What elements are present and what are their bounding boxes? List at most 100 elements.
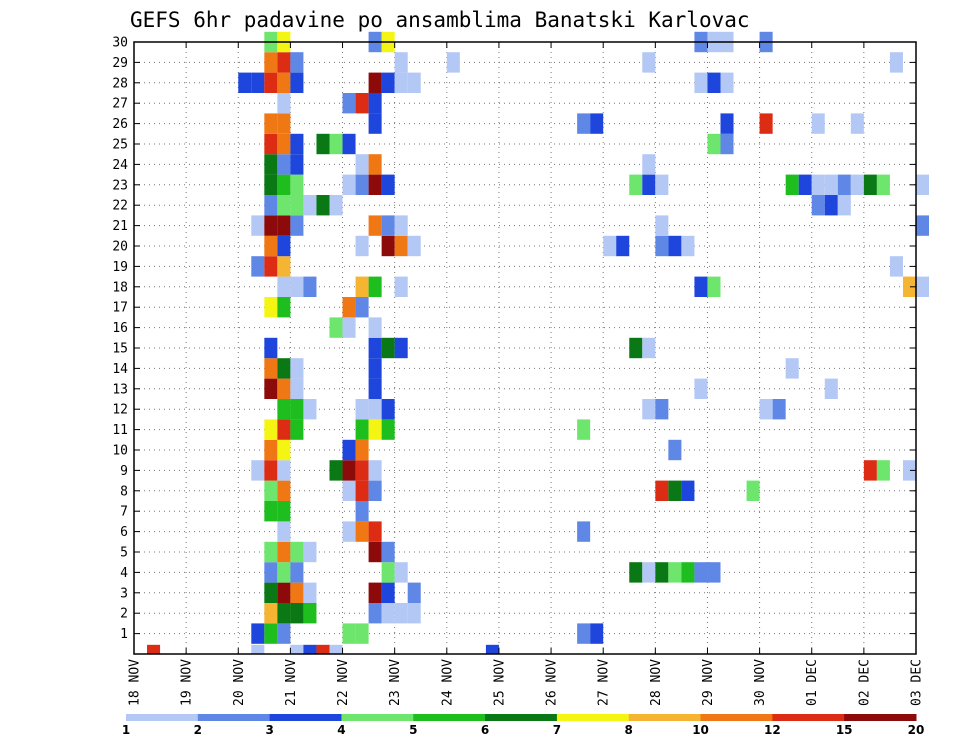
y-tick-label: 7 <box>120 505 128 520</box>
x-tick-label: 20 NOV <box>232 659 247 706</box>
precip-cell <box>394 603 408 624</box>
precip-cell <box>368 582 382 603</box>
precip-cell <box>355 480 369 501</box>
precip-cell <box>329 644 343 654</box>
precip-cell <box>368 337 382 359</box>
precip-cell <box>277 256 291 277</box>
precip-cell <box>303 541 317 563</box>
precip-cell <box>850 113 864 134</box>
precip-cell <box>394 337 408 359</box>
precip-cell <box>720 72 734 93</box>
color-legend: 1 2 3 4 5 6 7 8 10 12 15 20 <box>122 714 924 737</box>
precip-cell <box>251 215 265 236</box>
precip-cell <box>746 480 760 501</box>
precip-cell <box>264 297 278 318</box>
precip-cell <box>277 154 291 175</box>
precip-cell <box>368 399 382 420</box>
legend-label: 5 <box>409 723 417 737</box>
precip-cell <box>303 399 317 420</box>
precip-cell <box>342 133 356 155</box>
legend-swatch <box>269 714 342 721</box>
precip-cell <box>290 358 304 379</box>
legend-swatch <box>772 714 845 721</box>
precip-cell <box>316 133 330 155</box>
precip-cell <box>707 133 721 155</box>
y-tick-label: 16 <box>112 321 128 336</box>
precip-cell <box>863 174 877 195</box>
x-tick-label: 21 NOV <box>284 659 299 706</box>
precip-cell <box>655 399 669 420</box>
x-tick-label: 01 DEC <box>805 659 820 706</box>
precip-cell <box>577 419 591 440</box>
precip-cell <box>264 113 278 134</box>
precip-cell <box>290 419 304 440</box>
precip-cell <box>577 521 591 542</box>
precip-cell <box>850 174 864 195</box>
y-tick-label: 2 <box>120 607 128 622</box>
x-tick-label: 29 NOV <box>701 659 716 706</box>
precip-cell <box>277 113 291 134</box>
x-tick-label: 22 NOV <box>336 659 351 706</box>
precip-cell <box>316 195 330 216</box>
precip-cell <box>290 133 304 155</box>
precip-cell <box>264 603 278 624</box>
precip-cell <box>446 52 460 73</box>
precip-cell <box>577 623 591 644</box>
precip-cell <box>355 623 369 644</box>
precip-cell <box>407 235 421 257</box>
precip-cell <box>902 460 916 481</box>
y-tick-label: 12 <box>112 403 128 418</box>
y-tick-label: 10 <box>112 444 128 459</box>
legend-swatch <box>197 714 271 721</box>
precip-cell <box>264 215 278 236</box>
precip-cell <box>277 195 291 216</box>
precip-cell <box>720 133 734 155</box>
precip-cell <box>277 501 291 522</box>
legend-label: 1 <box>122 723 130 737</box>
y-tick-label: 18 <box>112 280 128 295</box>
precip-cell <box>277 93 291 114</box>
precip-cell <box>368 603 382 624</box>
precip-cell <box>342 93 356 114</box>
precip-cell <box>355 419 369 440</box>
legend-label: 4 <box>337 723 345 737</box>
precip-cell <box>277 480 291 501</box>
precip-cell <box>655 562 669 583</box>
precip-cell <box>707 276 721 297</box>
precip-cell <box>238 72 252 93</box>
precip-cell <box>707 72 721 93</box>
precip-cell <box>290 276 304 297</box>
precip-cell <box>407 72 421 93</box>
precip-cell <box>277 582 291 603</box>
precip-cell <box>916 215 930 236</box>
precip-cell <box>381 603 395 624</box>
y-tick-label: 8 <box>120 484 128 499</box>
precip-cell <box>889 52 903 73</box>
precip-cell <box>342 174 356 195</box>
precip-cell <box>264 72 278 93</box>
precip-cell <box>642 337 656 359</box>
precip-cell <box>264 337 278 359</box>
precip-cell <box>277 419 291 440</box>
precip-cell <box>290 603 304 624</box>
precip-cell <box>681 235 695 257</box>
precip-cell <box>290 174 304 195</box>
precip-cell <box>355 460 369 481</box>
precip-cell <box>355 174 369 195</box>
y-tick-label: 5 <box>120 546 128 561</box>
precip-cell <box>876 460 890 481</box>
precip-cell <box>368 541 382 563</box>
precip-cell <box>264 133 278 155</box>
precip-cell <box>264 378 278 399</box>
precip-cell <box>368 174 382 195</box>
chart-title: GEFS 6hr padavine po ansamblima Banatski… <box>130 8 750 32</box>
precip-cell <box>694 276 708 297</box>
precip-cell <box>277 562 291 583</box>
precip-cell <box>277 235 291 257</box>
data-cells <box>147 31 930 654</box>
precip-cell <box>394 52 408 73</box>
legend-label: 15 <box>836 723 853 737</box>
precip-cell <box>290 562 304 583</box>
precip-cell <box>407 603 421 624</box>
precip-cell <box>303 603 317 624</box>
